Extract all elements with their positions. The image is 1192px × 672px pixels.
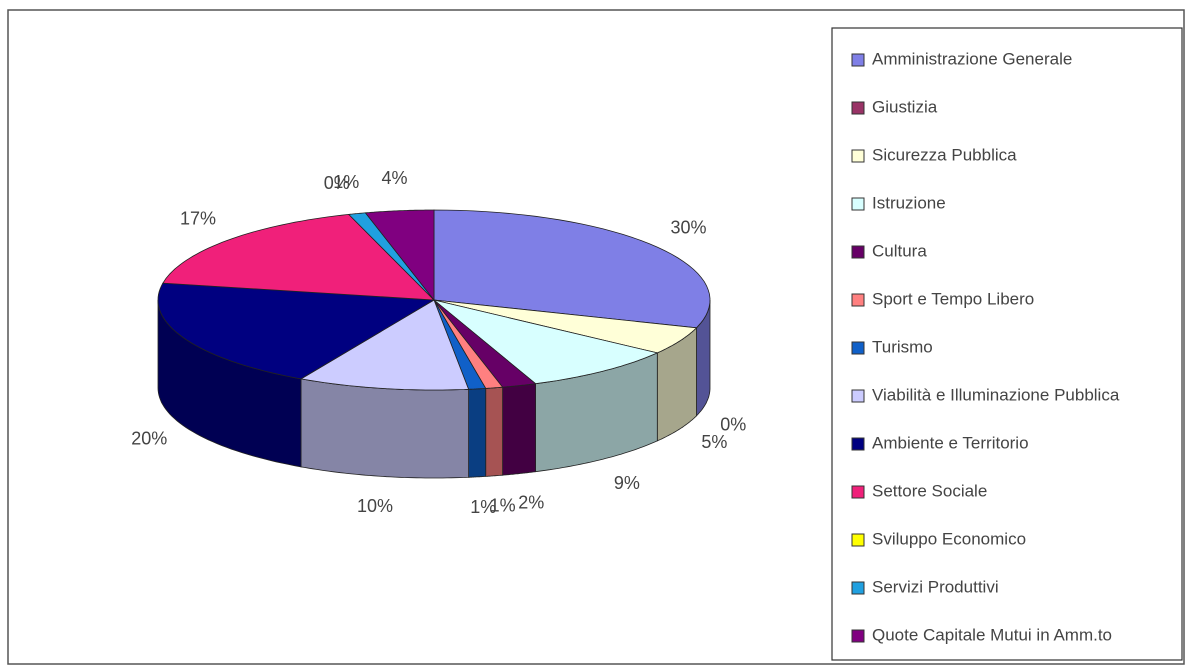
legend-label: Turismo [872, 337, 933, 356]
pie-slice [433, 299, 504, 389]
pie-slice [433, 299, 537, 388]
data-label: 5% [701, 432, 727, 452]
legend-label: Quote Capitale Mutui in Amm.to [872, 625, 1112, 644]
data-label: 9% [614, 473, 640, 493]
pie-slice-side [502, 383, 536, 476]
legend-swatch [851, 581, 865, 595]
data-label: 1% [333, 172, 359, 192]
legend-swatch [851, 245, 865, 259]
data-label: 1% [490, 495, 516, 515]
data-label: 2% [518, 492, 544, 512]
pie-slice [433, 299, 487, 390]
legend-swatch [851, 101, 865, 115]
data-label: 30% [671, 217, 707, 237]
legend-label: Cultura [872, 241, 927, 260]
pie-slice [157, 282, 436, 380]
pie-slice-side [300, 378, 469, 479]
legend-label: Giustizia [872, 97, 938, 116]
legend-box [831, 27, 1183, 661]
legend-swatch [851, 389, 865, 403]
legend-swatch [851, 629, 865, 643]
legend-label: Sviluppo Economico [872, 529, 1026, 548]
pie-slice [347, 212, 435, 301]
data-label: 4% [382, 168, 408, 188]
legend-swatch [851, 341, 865, 355]
pie-slice [433, 299, 698, 354]
legend-label: Viabilità e Illuminazione Pubblica [872, 385, 1120, 404]
legend-label: Sport e Tempo Libero [872, 289, 1034, 308]
chart-frame [7, 9, 1185, 665]
legend-swatch [851, 437, 865, 451]
pie-slice-side [485, 386, 503, 477]
data-label: 20% [131, 428, 167, 448]
legend-label: Ambiente e Territorio [872, 433, 1029, 452]
legend-label: Sicurezza Pubblica [872, 145, 1017, 164]
legend-label: Amministrazione Generale [872, 49, 1072, 68]
pie-slice [433, 299, 659, 385]
legend-label: Istruzione [872, 193, 946, 212]
pie-slice [299, 299, 470, 391]
pie-slice [162, 213, 436, 301]
data-label: 0% [720, 414, 746, 434]
legend-swatch [851, 485, 865, 499]
pie-slice-side [468, 388, 487, 478]
data-label: 10% [357, 496, 393, 516]
legend-swatch [851, 149, 865, 163]
data-label: 1% [470, 497, 496, 517]
pie-slice [364, 209, 435, 302]
data-label: 17% [180, 208, 216, 228]
legend-label: Servizi Produttivi [872, 577, 999, 596]
legend-swatch [851, 53, 865, 67]
legend-label: Settore Sociale [872, 481, 987, 500]
data-label: 0% [324, 173, 350, 193]
legend-swatch [851, 533, 865, 547]
pie-slice [433, 209, 711, 329]
legend-swatch [851, 197, 865, 211]
legend-swatch [851, 293, 865, 307]
